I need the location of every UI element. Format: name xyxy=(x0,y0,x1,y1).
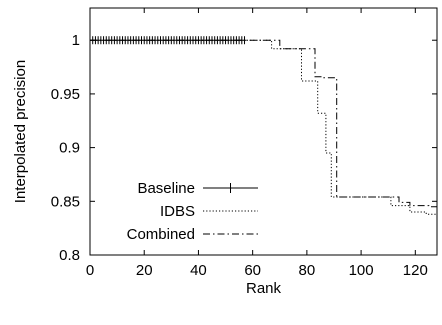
x-axis-title: Rank xyxy=(246,280,282,297)
legend: Baseline IDBS Combined xyxy=(127,180,258,243)
series-line-idbs xyxy=(90,39,437,215)
y-tick-label: 0.8 xyxy=(59,247,80,264)
tick-layer: 0 20 40 60 80 100 120 0.8 0.85 0.9 0.95 1 xyxy=(51,8,437,279)
y-tick-label: 0.95 xyxy=(51,86,80,103)
legend-label: IDBS xyxy=(160,203,195,220)
series-line-combined xyxy=(90,39,437,208)
legend-label: Baseline xyxy=(137,180,195,197)
x-tick-label: 120 xyxy=(403,262,428,279)
legend-label: Combined xyxy=(127,226,195,243)
x-tick-label: 60 xyxy=(244,262,261,279)
x-tick-label: 0 xyxy=(86,262,94,279)
plot-frame xyxy=(89,7,438,256)
x-tick-label: 80 xyxy=(299,262,316,279)
axes-frame xyxy=(89,7,438,256)
x-tick-label: 100 xyxy=(349,262,374,279)
y-axis-title: Interpolated precision xyxy=(12,60,29,203)
series-layer xyxy=(89,36,437,215)
x-tick-label: 40 xyxy=(190,262,207,279)
y-tick-label: 1 xyxy=(72,32,80,49)
y-tick-label: 0.85 xyxy=(51,193,80,210)
y-tick-label: 0.9 xyxy=(59,140,80,157)
x-tick-label: 20 xyxy=(136,262,153,279)
